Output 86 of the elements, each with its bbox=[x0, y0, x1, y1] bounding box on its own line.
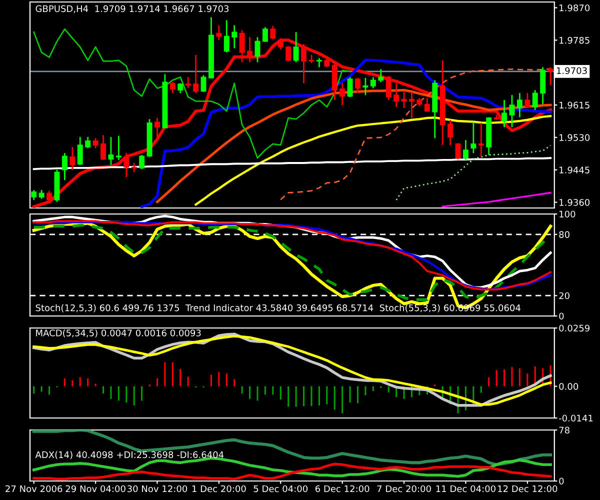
y-tick-label: 20 bbox=[559, 292, 570, 300]
chart-title: MACD(5,34,5) 0.0047 0.0016 0.0093 bbox=[36, 329, 201, 338]
candlestick bbox=[540, 66, 546, 105]
x-tick-label: 11 Dec 04:00 bbox=[436, 485, 496, 492]
candlestick bbox=[362, 77, 368, 96]
candlestick bbox=[548, 66, 554, 86]
candlestick bbox=[455, 142, 461, 160]
y-tick-label: 78 bbox=[559, 426, 570, 434]
candlestick bbox=[100, 134, 106, 161]
candlestick bbox=[516, 92, 522, 118]
line-series bbox=[33, 28, 351, 159]
y-tick-label: 1.9360 bbox=[560, 199, 590, 206]
candlestick bbox=[170, 81, 176, 94]
candlestick bbox=[424, 97, 430, 113]
line-series bbox=[442, 192, 552, 208]
candlestick bbox=[409, 91, 414, 119]
candlestick bbox=[394, 82, 400, 108]
ref-line-label: 1.9703 bbox=[556, 67, 587, 74]
candlestick bbox=[462, 139, 468, 161]
candlestick bbox=[524, 92, 530, 109]
x-tick-label: 27 Nov 2006 bbox=[6, 485, 62, 492]
candlestick bbox=[532, 89, 538, 111]
y-tick-label: 80 bbox=[559, 231, 570, 238]
candlestick bbox=[85, 136, 91, 149]
candlestick bbox=[232, 24, 238, 49]
x-tick-label: 6 Dec 12:00 bbox=[315, 485, 370, 492]
line-series bbox=[140, 58, 552, 208]
y-tick-label: 1.9530 bbox=[560, 134, 590, 141]
x-tick-label: 12 Dec 12:00 bbox=[498, 485, 558, 492]
candlestick bbox=[154, 117, 160, 138]
candlestick bbox=[200, 74, 206, 93]
candlestick bbox=[254, 36, 260, 63]
candlestick bbox=[401, 91, 407, 109]
candlestick bbox=[386, 75, 392, 101]
candlestick bbox=[124, 152, 130, 178]
candlestick bbox=[448, 119, 454, 146]
y-tick-label: 1.9615 bbox=[560, 102, 590, 109]
line-series bbox=[32, 157, 552, 170]
candlestick bbox=[108, 136, 114, 166]
y-tick-label: 1.9445 bbox=[560, 166, 590, 174]
candlestick bbox=[347, 76, 353, 98]
y-tick-label: -0.0141 bbox=[559, 414, 593, 422]
candlestick bbox=[502, 99, 508, 128]
candlestick bbox=[139, 154, 145, 170]
x-tick-label: 1 Dec 20:00 bbox=[192, 485, 246, 492]
candlestick bbox=[116, 135, 122, 161]
candlestick bbox=[509, 94, 515, 128]
candlestick bbox=[355, 77, 360, 94]
candlestick bbox=[370, 76, 376, 89]
x-tick-label: 7 Dec 20:00 bbox=[377, 485, 431, 492]
y-tick-label: 100 bbox=[560, 210, 576, 218]
line-series bbox=[32, 462, 552, 480]
candlestick bbox=[316, 57, 322, 68]
candlestick bbox=[46, 190, 52, 203]
candlestick bbox=[193, 54, 199, 94]
candlestick bbox=[224, 20, 230, 54]
candlestick bbox=[70, 146, 76, 171]
candlestick bbox=[340, 82, 346, 106]
candlestick bbox=[470, 121, 476, 154]
candlestick bbox=[62, 152, 68, 181]
candlestick bbox=[216, 24, 222, 41]
line-series bbox=[32, 430, 552, 466]
candlestick bbox=[301, 43, 306, 84]
candlestick bbox=[185, 76, 191, 89]
candlestick bbox=[77, 136, 83, 166]
candlestick bbox=[31, 189, 37, 201]
candlestick bbox=[270, 25, 276, 40]
candlestick bbox=[378, 68, 384, 83]
x-tick-label: 29 Nov 04:00 bbox=[66, 485, 126, 492]
candlestick bbox=[293, 31, 299, 63]
candlestick bbox=[478, 122, 484, 158]
y-tick-label: 0.00 bbox=[559, 383, 578, 390]
candlestick bbox=[131, 162, 137, 173]
y-tick-label: 0 bbox=[559, 478, 564, 485]
x-tick-label: 30 Nov 12:00 bbox=[128, 485, 188, 492]
y-tick-label: 1.9870 bbox=[560, 4, 590, 12]
x-tick-label: 5 Dec 04:00 bbox=[254, 485, 308, 492]
y-tick-label: 1.9785 bbox=[560, 36, 590, 44]
line-series bbox=[396, 144, 552, 201]
y-tick-label: 0 bbox=[559, 312, 564, 320]
text: ADX(14) 40.4098 +DI:25.3698 -DI:6.6404 bbox=[35, 451, 224, 460]
y-tick-label: 0.0259 bbox=[559, 324, 590, 332]
candlestick bbox=[262, 26, 268, 43]
candlestick bbox=[92, 137, 98, 149]
text: Stoch(12,5,3) 60.6 499.76 1375 Trend Indicator 43.5840 39.6495 68.5714 Stoch(55,3,3) 60.6969 55.0604 bbox=[36, 304, 520, 312]
chart-title: GBPUSD,H4 1.9709 1.9714 1.9667 1.9703 bbox=[36, 5, 229, 13]
